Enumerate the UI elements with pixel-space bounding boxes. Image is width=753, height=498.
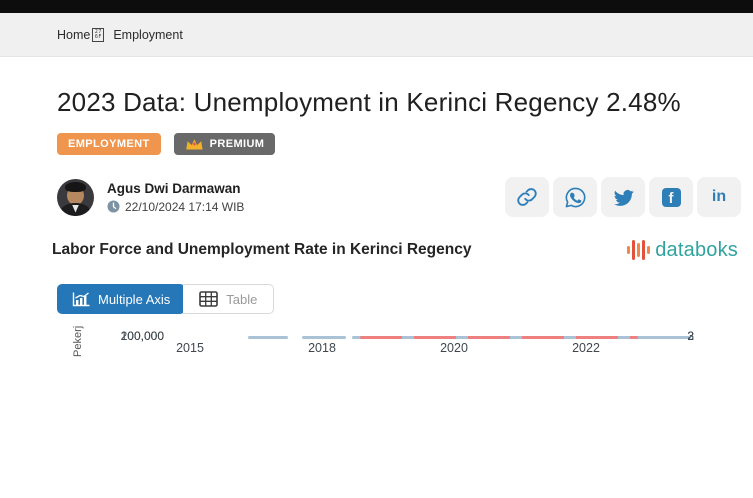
databoks-logo-icon	[627, 240, 651, 260]
tofu-hi: 27	[94, 28, 102, 35]
x-tick-2018: 2018	[308, 341, 336, 355]
y-tick-200000: 200,000	[120, 329, 164, 343]
clock-icon	[107, 200, 120, 213]
facebook-share-button[interactable]: f	[649, 177, 693, 217]
linkedin-icon: in	[711, 188, 727, 205]
link-icon	[517, 188, 537, 206]
tofu-lo: 6F	[94, 33, 102, 40]
databoks-logo-text: databoks	[655, 238, 738, 261]
article-content: 2023 Data: Unemployment in Kerinci Regen…	[0, 87, 753, 378]
chart-region: Pekerj 100,000 200,000 2015 2018 2020 20…	[0, 318, 753, 378]
window-top-bar	[0, 0, 753, 13]
line-segment-1	[248, 336, 288, 339]
dashed-line-overlay	[360, 336, 638, 339]
r-tick-3: 3	[687, 329, 694, 343]
chart-view-toggle: Multiple Axis Table	[57, 284, 753, 314]
twitter-share-button[interactable]	[601, 177, 645, 217]
chart-header: Labor Force and Unemployment Rate in Ker…	[52, 237, 738, 263]
line-segment-2	[302, 336, 346, 339]
twitter-icon	[613, 189, 634, 206]
chart-title: Labor Force and Unemployment Rate in Ker…	[52, 241, 472, 258]
avatar-shirt	[72, 204, 79, 213]
breadcrumb-separator-icon: 27 6F	[92, 27, 105, 42]
linkedin-share-button[interactable]: in	[697, 177, 741, 217]
tag-employment[interactable]: EMPLOYMENT	[57, 133, 161, 155]
tag-premium: PREMIUM	[173, 133, 276, 155]
r-tick-2: 2	[687, 329, 694, 343]
multiple-axis-button[interactable]: Multiple Axis	[57, 284, 186, 314]
crown-icon	[185, 138, 203, 149]
x-tick-2015: 2015	[176, 341, 204, 355]
author-name[interactable]: Agus Dwi Darmawan	[107, 180, 241, 196]
whatsapp-icon	[565, 187, 586, 207]
tags-row: EMPLOYMENT PREMIUM	[57, 133, 753, 155]
multiple-axis-label: Multiple Axis	[98, 291, 171, 307]
facebook-icon: f	[661, 187, 681, 207]
y-axis-label: Pekerj	[72, 325, 84, 357]
breadcrumb-employment-link[interactable]: Employment	[113, 27, 183, 42]
tag-premium-label: PREMIUM	[209, 138, 265, 150]
avatar[interactable]	[57, 178, 94, 216]
multiple-axis-icon	[72, 291, 90, 306]
publish-date-row: 22/10/2024 17:14 WIB	[107, 200, 244, 214]
breadcrumb: Home 27 6F Employment	[0, 13, 753, 57]
breadcrumb-home-link[interactable]: Home	[57, 27, 91, 42]
author-block: Agus Dwi Darmawan 22/10/2024 17:14 WIB	[107, 181, 244, 214]
table-button[interactable]: Table	[183, 284, 275, 314]
table-label: Table	[226, 291, 258, 307]
share-row: f in	[505, 177, 741, 217]
table-icon	[199, 291, 219, 307]
databoks-logo[interactable]: databoks	[626, 237, 738, 263]
y-axis-right-ticks: 2 3	[680, 329, 694, 343]
publish-timestamp: 22/10/2024 17:14 WIB	[125, 199, 245, 214]
x-tick-2020: 2020	[440, 341, 468, 355]
copy-link-button[interactable]	[505, 177, 549, 217]
y-tick-100000: 100,000	[120, 329, 164, 343]
byline-row: Agus Dwi Darmawan 22/10/2024 17:14 WIB	[57, 177, 741, 217]
whatsapp-share-button[interactable]	[553, 177, 597, 217]
avatar-hair	[65, 181, 86, 192]
page-title: 2023 Data: Unemployment in Kerinci Regen…	[57, 87, 681, 117]
y-axis-ticks: 100,000 200,000	[104, 329, 164, 343]
x-tick-2022: 2022	[572, 341, 600, 355]
